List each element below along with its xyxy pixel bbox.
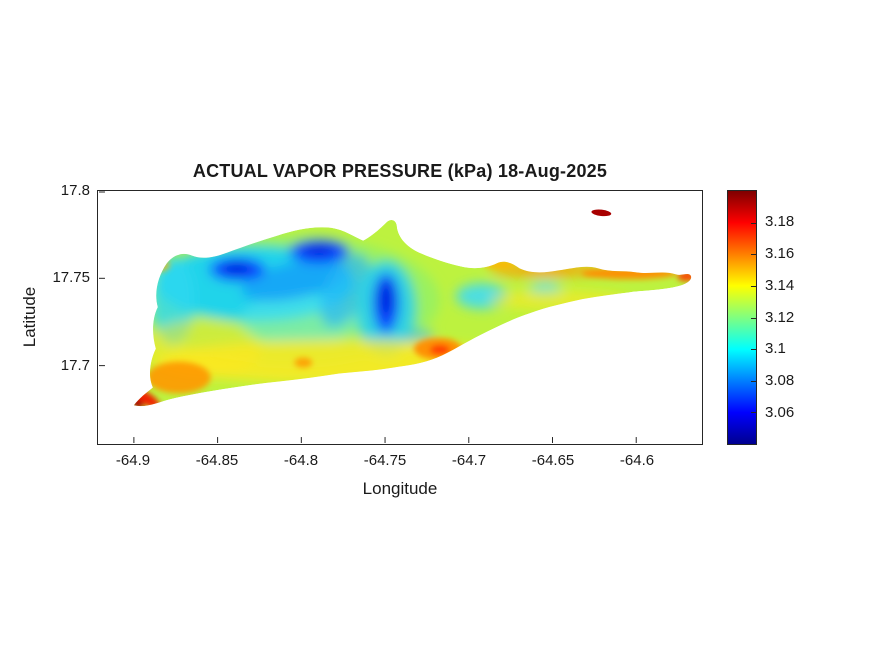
colorbar-tick-mark xyxy=(751,285,756,287)
vapor-pressure-map xyxy=(98,191,692,444)
colorbar xyxy=(727,190,757,445)
x-tick-label: -64.7 xyxy=(451,452,487,469)
x-tick-label: -64.85 xyxy=(195,452,239,469)
colorbar-tick-mark xyxy=(751,254,756,256)
chart-title: ACTUAL VAPOR PRESSURE (kPa) 18-Aug-2025 xyxy=(192,161,608,181)
colorbar-tick-label: 3.18 xyxy=(765,213,795,230)
colorbar-tick-mark xyxy=(751,412,756,414)
x-axis-label: Longitude xyxy=(362,479,438,498)
colorbar-tick-mark xyxy=(751,317,756,319)
y-axis-label: Latitude xyxy=(20,286,39,348)
x-tick-label: -64.65 xyxy=(531,452,575,469)
y-tick-label: 17.8 xyxy=(60,182,90,199)
colorbar-tick-label: 3.12 xyxy=(765,309,795,326)
colorbar-tick-label: 3.08 xyxy=(765,372,795,389)
x-tick-marks xyxy=(133,437,637,444)
colorbar-tick-mark xyxy=(751,380,756,382)
colorbar-tick-label: 3.14 xyxy=(765,277,795,294)
y-tick-marks xyxy=(98,191,105,367)
colorbar-tick-mark xyxy=(751,349,756,351)
x-tick-label: -64.8 xyxy=(283,452,319,469)
x-tick-label: -64.75 xyxy=(363,452,407,469)
island-field xyxy=(133,220,692,407)
colorbar-tick-mark xyxy=(751,222,756,224)
y-tick-label: 17.7 xyxy=(60,357,90,374)
field-smooth-blobs xyxy=(140,235,630,384)
colorbar-tick-label: 3.16 xyxy=(765,245,795,262)
colorbar-tick-label: 3.1 xyxy=(765,340,786,357)
colorbar-tick-label: 3.06 xyxy=(765,404,795,421)
map-plot-area xyxy=(97,190,703,445)
x-tick-label: -64.9 xyxy=(115,452,151,469)
x-tick-label: -64.6 xyxy=(619,452,655,469)
y-tick-label: 17.75 xyxy=(52,269,90,286)
islet-northeast xyxy=(591,209,612,217)
